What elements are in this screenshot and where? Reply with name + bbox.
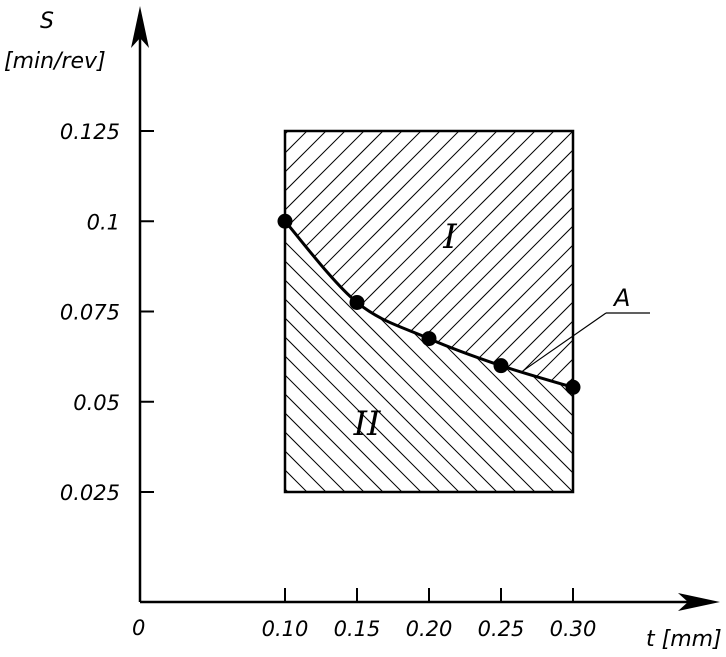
hatch-line [285, 131, 573, 388]
hatch-line [320, 131, 573, 388]
hatch-line [472, 131, 573, 388]
hatch-line [472, 221, 573, 492]
hatch-line [339, 131, 573, 388]
hatch-line [0, 126, 274, 497]
hatch-line [285, 131, 573, 388]
hatch-line [285, 131, 370, 388]
region-frame [283, 129, 575, 494]
hatch-line [285, 221, 313, 492]
hatch-line [285, 131, 313, 388]
hatch-line [682, 126, 726, 497]
hatch-line [567, 131, 573, 388]
hatch-line [0, 126, 255, 497]
hatch-line [285, 221, 522, 492]
region-label-below: II [353, 404, 381, 444]
annotation-leader [522, 312, 607, 372]
hatch-line [682, 126, 726, 497]
data-point [277, 213, 293, 229]
hatch-line [701, 126, 726, 497]
y-tick-label: 0.1 [87, 210, 120, 234]
hatch-line [285, 221, 484, 492]
hatch-line [285, 131, 446, 388]
hatch-line [663, 126, 726, 497]
data-point [565, 379, 581, 395]
hatch-line [285, 131, 427, 388]
hatch-line [285, 221, 408, 492]
x-axis-arrowhead [678, 593, 720, 611]
hatch-line [285, 221, 427, 492]
hatch-line [377, 131, 573, 388]
hatch-line [644, 126, 726, 497]
x-tick-label: 0.15 [334, 617, 381, 641]
region-label-above: I [442, 217, 457, 257]
hatch-line [358, 131, 573, 388]
data-point [349, 294, 365, 310]
hatch-line [358, 221, 573, 492]
hatch-line [285, 131, 560, 388]
hatch-line [415, 221, 573, 492]
hatch-line [415, 131, 573, 388]
y-tick-label: 0.025 [60, 481, 120, 505]
y-tick-label: 0.125 [60, 120, 120, 144]
hatch-line [285, 131, 573, 388]
y-tick-label: 0.075 [60, 301, 120, 325]
x-axis-title: t [mm] [646, 627, 722, 652]
hatch-line [587, 126, 726, 497]
x-tick-label: 0.10 [262, 617, 309, 641]
hatch-line [285, 131, 332, 388]
hatch-line [285, 131, 573, 388]
hatch-line [285, 131, 389, 388]
hatch-line [663, 126, 726, 497]
hatch-line [434, 221, 573, 492]
data-point [493, 358, 509, 374]
hatch-line [285, 221, 332, 492]
hatch-line [567, 221, 573, 492]
hatch-line [548, 131, 573, 388]
hatch-line [285, 221, 465, 492]
hatch-line [285, 221, 541, 492]
hatch-line [491, 131, 573, 388]
hatch-line [285, 131, 408, 388]
y-axis-symbol: S [40, 9, 54, 34]
hatch-line [453, 221, 573, 492]
y-tick-label: 0.05 [73, 391, 120, 415]
hatch-line [625, 126, 726, 497]
hatch-line [644, 126, 726, 497]
hatch-line [285, 221, 351, 492]
hatch-line [285, 131, 465, 388]
hatch-line [625, 126, 726, 497]
y-axis-unit: [min/rev] [4, 49, 106, 74]
hatch-line [548, 221, 573, 492]
hatch-line [434, 131, 573, 388]
hatch-line [285, 221, 446, 492]
hatch-line [285, 131, 351, 388]
hatch-line [453, 131, 573, 388]
hatch-line [285, 221, 389, 492]
hatch-line [491, 221, 573, 492]
hatch-line [285, 221, 370, 492]
hatch-line [701, 126, 726, 497]
hatch-line [285, 221, 503, 492]
x-tick-label: 0.25 [478, 617, 525, 641]
hatch-line [720, 126, 726, 497]
hatch-line [0, 126, 274, 497]
hatch-line [0, 126, 255, 497]
x-tick-label: 0.30 [550, 617, 597, 641]
data-point [421, 331, 437, 347]
y-axis-arrowhead [131, 6, 149, 48]
annotation-label: A [612, 284, 630, 312]
hatch-line [587, 126, 726, 497]
x-tick-label: 0.20 [406, 617, 453, 641]
origin-label: 0 [132, 616, 145, 640]
hatch-line [720, 126, 726, 497]
hatch-line [285, 131, 573, 388]
hatch-line [301, 131, 573, 388]
